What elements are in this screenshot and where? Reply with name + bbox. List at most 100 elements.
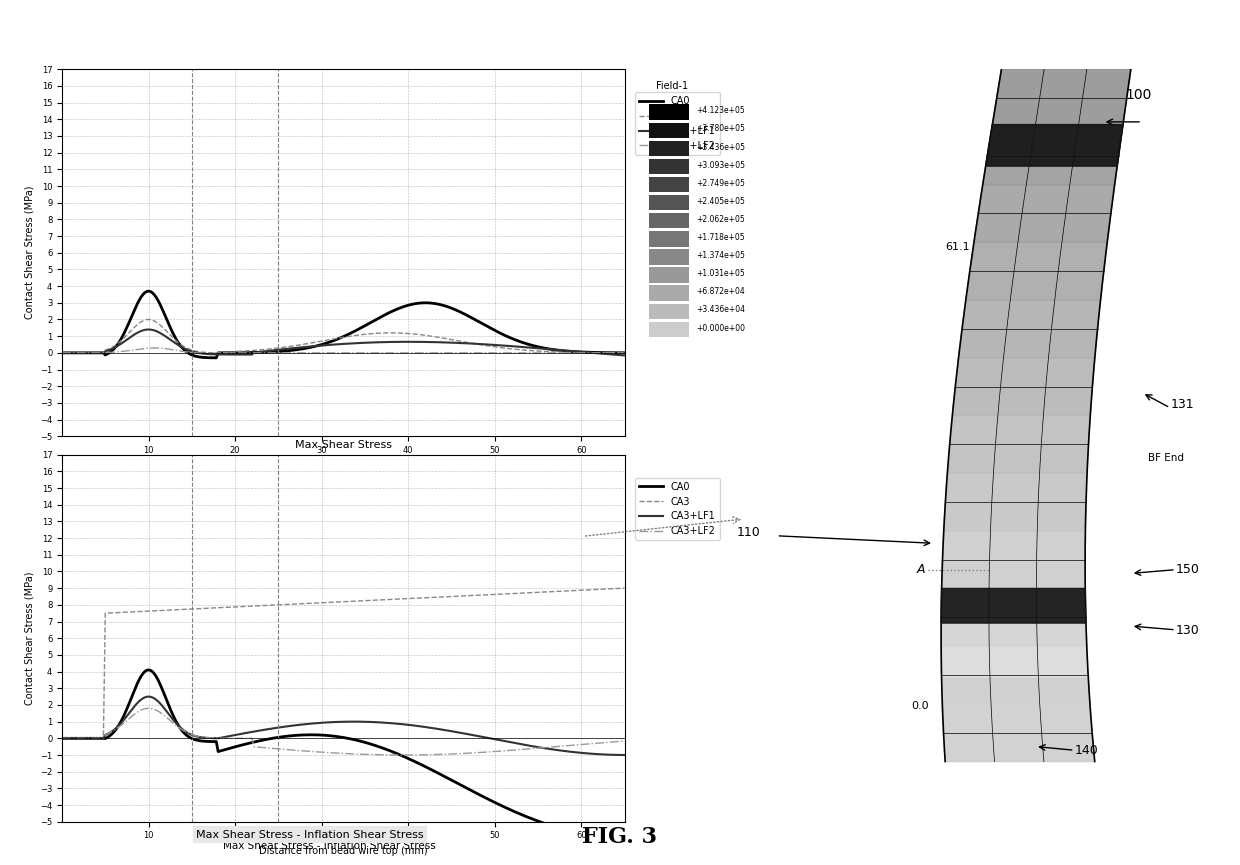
CA0 — [392, 304, 407, 314]
Polygon shape — [942, 704, 1095, 761]
CA0 — [401, 753, 415, 764]
Text: +6.872e+04: +6.872e+04 — [696, 287, 745, 297]
Text: 0.0: 0.0 — [911, 701, 929, 711]
CA0 — [141, 664, 156, 675]
Text: 110: 110 — [737, 526, 761, 539]
CA3+LF2 — [403, 348, 418, 358]
Polygon shape — [966, 242, 1107, 300]
CA0 — [392, 749, 407, 759]
Text: +1.718e+05: +1.718e+05 — [696, 233, 745, 242]
CA3 — [388, 594, 403, 605]
X-axis label: Distance from bead wire top (mm): Distance from bead wire top (mm) — [259, 460, 428, 471]
CA3 — [618, 583, 632, 593]
Text: FIG. 3: FIG. 3 — [583, 826, 657, 848]
CA3+LF1 — [401, 336, 415, 347]
Text: A: A — [918, 563, 925, 576]
CA3+LF1 — [392, 336, 407, 347]
Line: CA3+LF1: CA3+LF1 — [62, 330, 625, 356]
CA3+LF1 — [618, 750, 632, 760]
CA0 — [403, 299, 418, 310]
Text: BF End: BF End — [1148, 452, 1184, 463]
Text: +2.749e+05: +2.749e+05 — [696, 179, 745, 188]
CA3+LF1 — [567, 346, 582, 356]
CA3+LF2 — [532, 743, 547, 753]
CA3 — [399, 593, 414, 604]
Text: +2.405e+05: +2.405e+05 — [696, 197, 745, 206]
CA0 — [55, 348, 69, 358]
Text: 140: 140 — [1075, 744, 1099, 757]
CA3+LF2 — [57, 734, 72, 744]
Text: +3.093e+05: +3.093e+05 — [696, 161, 745, 170]
Text: Field-1: Field-1 — [656, 81, 688, 91]
Line: CA3+LF2: CA3+LF2 — [62, 708, 625, 755]
Text: +4.123e+05: +4.123e+05 — [696, 106, 745, 115]
CA3 — [141, 314, 156, 324]
Line: CA3+LF2: CA3+LF2 — [62, 348, 625, 353]
CA3+LF1 — [389, 719, 404, 729]
CA3+LF2 — [396, 750, 410, 760]
Bar — [650, 176, 689, 192]
CA0 — [567, 827, 582, 837]
CA0 — [618, 836, 632, 846]
CA3+LF2 — [146, 343, 161, 353]
Text: +3.436e+04: +3.436e+04 — [696, 305, 745, 314]
Line: CA3: CA3 — [62, 319, 625, 353]
Bar — [650, 195, 689, 210]
Bar — [650, 105, 689, 120]
Text: +0.000e+00: +0.000e+00 — [696, 324, 745, 332]
Text: 130: 130 — [1176, 624, 1199, 637]
CA3+LF2 — [392, 750, 407, 760]
X-axis label: Distance from bead wire top (mm): Distance from bead wire top (mm) — [259, 846, 428, 856]
CA0 — [568, 347, 583, 357]
Polygon shape — [973, 184, 1115, 242]
Bar — [650, 322, 689, 337]
CA3+LF1 — [567, 746, 582, 757]
Polygon shape — [983, 127, 1122, 184]
Text: +3.780e+05: +3.780e+05 — [696, 125, 745, 133]
CA3+LF1 — [57, 734, 72, 744]
CA3 — [389, 594, 404, 605]
CA0 — [208, 353, 223, 363]
CA3 — [57, 348, 72, 358]
Text: 61.1: 61.1 — [945, 242, 970, 252]
Polygon shape — [986, 125, 1123, 166]
Y-axis label: Contact Shear Stress (MPa): Contact Shear Stress (MPa) — [25, 572, 35, 705]
Polygon shape — [947, 415, 1090, 473]
Text: +1.031e+05: +1.031e+05 — [696, 269, 745, 279]
CA3+LF1 — [55, 348, 69, 358]
CA3+LF1 — [531, 742, 546, 753]
Line: CA0: CA0 — [62, 670, 625, 841]
CA0 — [141, 286, 156, 297]
Bar — [650, 159, 689, 174]
CA0 — [57, 734, 72, 744]
Bar — [650, 231, 689, 247]
Bar — [650, 213, 689, 228]
Line: CA3: CA3 — [62, 588, 625, 739]
CA3 — [528, 587, 543, 598]
Bar — [650, 267, 689, 283]
CA3 — [531, 346, 546, 356]
CA0 — [57, 348, 72, 358]
CA3 — [55, 348, 69, 358]
Polygon shape — [941, 588, 1086, 623]
CA0 — [531, 816, 546, 826]
CA3+LF1 — [141, 324, 156, 335]
CA3+LF1 — [392, 719, 407, 729]
Polygon shape — [944, 473, 1087, 531]
CA0 — [389, 748, 404, 759]
CA3+LF1 — [531, 343, 546, 354]
CA3+LF2 — [392, 348, 407, 358]
CA3 — [389, 328, 404, 338]
Text: Max Shear Stress: Max Shear Stress — [295, 440, 392, 451]
CA3 — [567, 347, 582, 357]
CA3+LF2 — [55, 348, 69, 358]
CA3 — [392, 328, 407, 338]
Bar — [650, 285, 689, 301]
CA3+LF1 — [55, 734, 69, 744]
CA3+LF1 — [57, 348, 72, 358]
CA3+LF2 — [201, 348, 216, 358]
CA3+LF2 — [618, 348, 632, 358]
Text: +2.062e+05: +2.062e+05 — [696, 215, 745, 224]
Bar — [650, 141, 689, 156]
CA3 — [55, 734, 69, 744]
